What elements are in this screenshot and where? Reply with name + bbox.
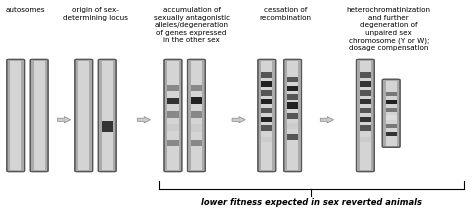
Bar (191, 61, 202, 170)
FancyBboxPatch shape (382, 79, 400, 147)
Bar (78, 61, 90, 170)
Bar (385, 115, 397, 120)
FancyBboxPatch shape (164, 59, 182, 172)
Bar (360, 125, 371, 131)
Bar (261, 90, 273, 96)
Bar (385, 81, 397, 146)
Bar (191, 140, 202, 146)
Text: cessation of
recombination: cessation of recombination (260, 7, 311, 21)
Bar (261, 61, 273, 170)
Bar (385, 132, 397, 136)
Bar (261, 137, 273, 142)
FancyBboxPatch shape (188, 59, 205, 172)
FancyBboxPatch shape (258, 59, 276, 172)
Bar (360, 99, 371, 104)
FancyBboxPatch shape (30, 59, 48, 172)
Bar (191, 111, 202, 118)
Bar (385, 92, 397, 96)
Bar (191, 124, 202, 132)
Bar (261, 99, 273, 104)
FancyBboxPatch shape (75, 59, 93, 172)
Bar (287, 102, 298, 109)
FancyBboxPatch shape (98, 59, 116, 172)
Bar (360, 81, 371, 87)
Bar (287, 95, 298, 100)
Bar (101, 121, 113, 132)
Text: autosomes: autosomes (5, 7, 45, 13)
Bar (287, 113, 298, 119)
FancyBboxPatch shape (7, 59, 25, 172)
Bar (191, 85, 202, 91)
Bar (287, 123, 298, 129)
Bar (360, 90, 371, 96)
Text: origin of sex-
determining locus: origin of sex- determining locus (63, 7, 128, 21)
Bar (167, 98, 179, 104)
Bar (101, 61, 113, 170)
Bar (287, 86, 298, 91)
Bar (191, 97, 202, 104)
Bar (261, 117, 273, 122)
Bar (167, 61, 179, 170)
Bar (287, 61, 298, 170)
Bar (167, 140, 179, 146)
Bar (360, 108, 371, 113)
Text: accumulation of
sexually antagonistic
alleles/degeneration
of genes expressed
in: accumulation of sexually antagonistic al… (154, 7, 230, 43)
Bar (360, 61, 371, 170)
FancyBboxPatch shape (356, 59, 374, 172)
Bar (360, 117, 371, 122)
Text: lower fitness expected in sex reverted animals: lower fitness expected in sex reverted a… (201, 198, 422, 207)
Bar (10, 61, 21, 170)
Text: heterochromatinization
and further
degeneration of
unpaired sex
chromosome (Y or: heterochromatinization and further degen… (347, 7, 431, 51)
Bar (167, 111, 179, 118)
Bar (167, 124, 179, 131)
Bar (261, 81, 273, 87)
Bar (261, 72, 273, 78)
Bar (261, 108, 273, 113)
Bar (385, 108, 397, 112)
Bar (385, 124, 397, 128)
Bar (385, 100, 397, 104)
Bar (360, 72, 371, 78)
Bar (287, 77, 298, 82)
Bar (360, 137, 371, 142)
Bar (167, 85, 179, 91)
Bar (261, 125, 273, 131)
Bar (34, 61, 45, 170)
Bar (287, 134, 298, 140)
FancyBboxPatch shape (284, 59, 301, 172)
